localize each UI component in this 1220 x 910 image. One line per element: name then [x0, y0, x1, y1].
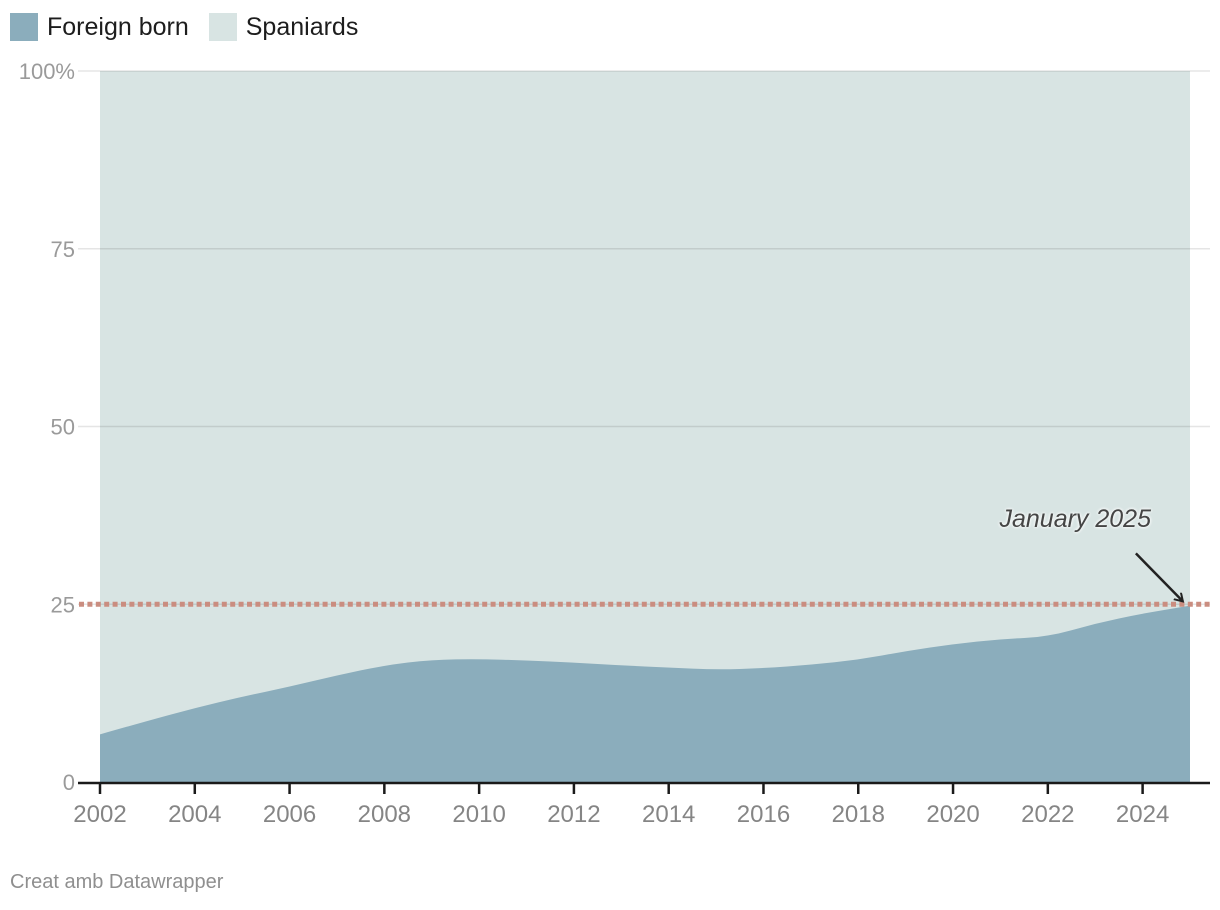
x-tick-label: 2010 — [452, 801, 505, 828]
legend-label-foreign-born: Foreign born — [47, 13, 189, 41]
legend-swatch-foreign-born-icon — [10, 13, 38, 41]
x-tick-label: 2002 — [73, 801, 126, 828]
x-tick-label: 2014 — [642, 801, 695, 828]
x-tick-label: 2006 — [263, 801, 316, 828]
area-series — [100, 71, 1190, 782]
legend-item-foreign-born: Foreign born — [10, 13, 189, 41]
y-axis-labels: 0 25 50 75 100% — [19, 59, 75, 795]
x-tick-label: 2004 — [168, 801, 221, 828]
y-tick-label: 100% — [19, 59, 75, 84]
x-tick-label: 2016 — [737, 801, 790, 828]
x-tick-label: 2008 — [358, 801, 411, 828]
x-axis-labels: 2002 2004 2006 2008 2010 2012 2014 2016 2018 2020… — [73, 801, 1169, 828]
legend-item-spaniards: Spaniards — [208, 13, 359, 41]
y-tick-label: 75 — [51, 237, 75, 262]
x-tick-label: 2018 — [832, 801, 885, 828]
legend-label-spaniards: Spaniards — [245, 13, 359, 41]
y-tick-label: 25 — [51, 592, 75, 617]
annotation-arrow-icon — [1134, 552, 1183, 601]
y-tick-label: 50 — [51, 415, 75, 440]
x-tick-label: 2020 — [926, 801, 979, 828]
x-tick-label: 2022 — [1021, 801, 1074, 828]
area-foreign-born — [100, 605, 1190, 782]
legend-swatch-spaniards-icon — [208, 13, 237, 41]
y-tick-label: 0 — [63, 770, 75, 795]
legend: Foreign born Spaniards — [10, 13, 358, 41]
x-tick-label: 2024 — [1116, 801, 1169, 828]
annotation-january-2025: January 2025 — [999, 505, 1151, 533]
x-axis-ticks — [98, 783, 1144, 794]
attribution-text: Creat amb Datawrapper — [10, 871, 224, 893]
x-tick-label: 2012 — [547, 801, 600, 828]
